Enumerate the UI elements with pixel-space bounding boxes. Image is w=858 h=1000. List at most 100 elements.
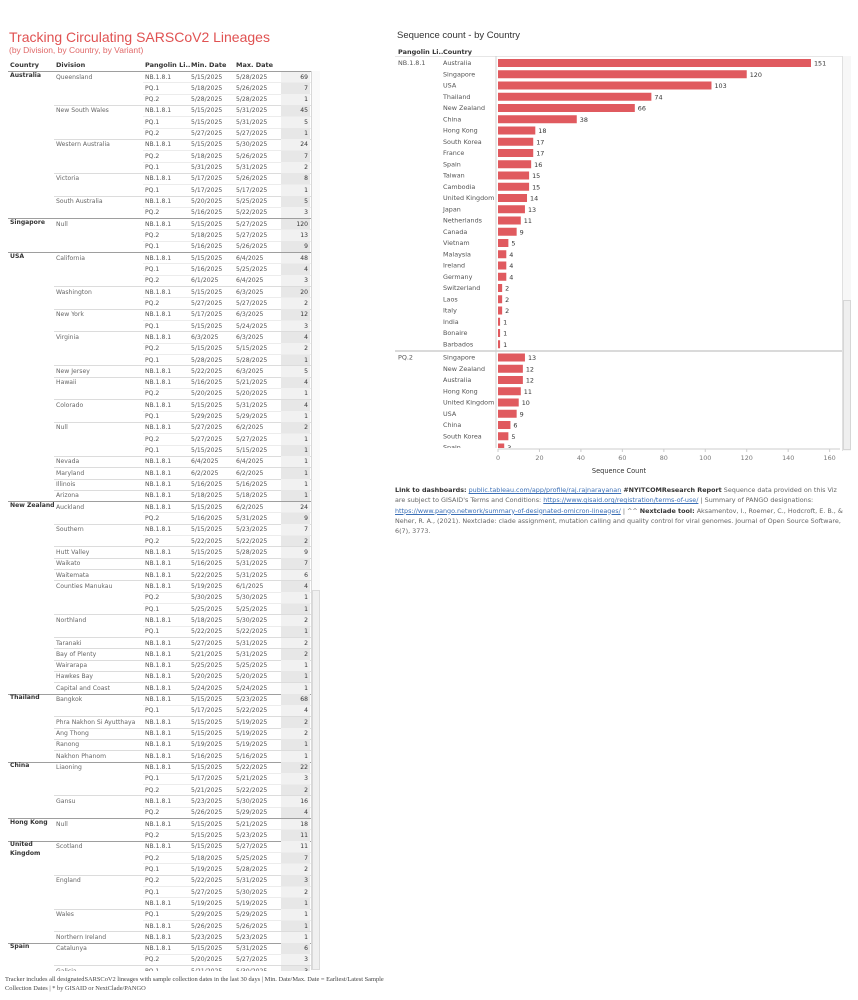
lineage-cell[interactable]: PQ.2: [145, 514, 160, 522]
division-cell[interactable]: Arizona: [56, 492, 79, 500]
count-cell[interactable]: 1: [281, 682, 310, 695]
lineage-cell[interactable]: PQ.2: [145, 831, 160, 839]
division-cell[interactable]: Ang Thong: [56, 730, 89, 738]
min-date-cell[interactable]: 5/16/2025: [191, 514, 223, 522]
col-header-max-date[interactable]: Max. Date: [236, 61, 274, 69]
lineage-cell[interactable]: PQ.2: [145, 130, 160, 138]
lineage-cell[interactable]: NB.1.8.1: [145, 311, 172, 319]
count-cell[interactable]: 48: [281, 252, 310, 264]
division-cell[interactable]: Phra Nakhon Si Ayutthaya: [56, 718, 136, 726]
min-date-cell[interactable]: 5/15/2025: [191, 526, 223, 534]
max-date-cell[interactable]: 5/24/2025: [236, 684, 268, 692]
division-cell[interactable]: New York: [56, 311, 84, 319]
lineage-cell[interactable]: NB.1.8.1: [145, 526, 172, 534]
max-date-cell[interactable]: 6/2/2025: [236, 424, 264, 432]
min-date-cell[interactable]: 5/19/2025: [191, 899, 223, 907]
max-date-cell[interactable]: 5/23/2025: [236, 526, 268, 534]
max-date-cell[interactable]: 5/19/2025: [236, 718, 268, 726]
bar[interactable]: [498, 81, 712, 90]
lineage-cell[interactable]: NB.1.8.1: [145, 492, 172, 500]
lineage-cell[interactable]: NB.1.8.1: [145, 582, 172, 590]
category-label[interactable]: South Korea: [443, 432, 482, 440]
lineage-cell[interactable]: NB.1.8.1: [145, 820, 172, 828]
min-date-cell[interactable]: 5/15/2025: [191, 764, 223, 772]
category-label[interactable]: China: [443, 115, 461, 123]
min-date-cell[interactable]: 5/15/2025: [191, 73, 223, 81]
max-date-cell[interactable]: 5/30/2025: [236, 141, 268, 149]
min-date-cell[interactable]: 5/21/2025: [191, 966, 222, 971]
count-cell[interactable]: 2: [281, 863, 310, 876]
max-date-cell[interactable]: 5/26/2025: [236, 152, 268, 160]
max-date-cell[interactable]: 5/26/2025: [236, 922, 268, 930]
count-cell[interactable]: 2: [281, 297, 310, 310]
count-cell[interactable]: 2: [281, 535, 310, 547]
min-date-cell[interactable]: 5/15/2025: [191, 503, 223, 511]
count-cell[interactable]: 2: [281, 422, 310, 434]
lineage-cell[interactable]: PQ.2: [145, 956, 160, 964]
count-cell[interactable]: 22: [281, 762, 310, 774]
division-cell[interactable]: South Australia: [56, 198, 103, 206]
max-date-cell[interactable]: 5/31/2025: [236, 107, 268, 115]
max-date-cell[interactable]: 5/22/2025: [236, 209, 268, 217]
max-date-cell[interactable]: 5/21/2025: [236, 775, 268, 783]
category-label[interactable]: Switzerland: [443, 284, 480, 292]
lineage-cell[interactable]: PQ.1: [145, 243, 160, 251]
max-date-cell[interactable]: 5/29/2025: [236, 911, 268, 919]
division-cell[interactable]: California: [56, 254, 85, 262]
category-label[interactable]: Singapore: [443, 354, 475, 362]
max-date-cell[interactable]: 6/4/2025: [236, 277, 264, 285]
count-cell[interactable]: 1: [281, 433, 310, 446]
lineage-cell[interactable]: NB.1.8.1: [145, 220, 172, 228]
lineage-cell[interactable]: NB.1.8.1: [145, 797, 172, 805]
division-cell[interactable]: Queensland: [56, 73, 93, 81]
division-cell[interactable]: Colorado: [56, 401, 84, 409]
category-label[interactable]: Hong Kong: [443, 387, 478, 395]
lineage-cell[interactable]: NB.1.8.1: [145, 333, 172, 341]
lineage-cell[interactable]: PQ.1: [145, 164, 160, 172]
max-date-cell[interactable]: 5/30/2025: [236, 594, 268, 602]
lineage-table[interactable]: Australia Queensland NB.1.8.1 5/15/2025 5/28…: [0, 71, 320, 971]
count-cell[interactable]: 7: [281, 852, 310, 864]
min-date-cell[interactable]: 5/22/2025: [191, 628, 223, 636]
bar[interactable]: [498, 160, 532, 169]
max-date-cell[interactable]: 5/31/2025: [236, 514, 268, 522]
max-date-cell[interactable]: 5/15/2025: [236, 345, 268, 353]
lineage-cell[interactable]: NB.1.8.1: [145, 379, 172, 387]
count-cell[interactable]: 1: [281, 388, 310, 400]
bar[interactable]: [498, 443, 505, 452]
max-date-cell[interactable]: 5/28/2025: [236, 865, 268, 873]
min-date-cell[interactable]: 5/17/2025: [191, 311, 223, 319]
lineage-cell[interactable]: NB.1.8.1: [145, 107, 172, 115]
lineage-cell[interactable]: NB.1.8.1: [145, 198, 172, 206]
min-date-cell[interactable]: 5/18/2025: [191, 616, 223, 624]
min-date-cell[interactable]: 5/17/2025: [191, 186, 223, 194]
min-date-cell[interactable]: 5/20/2025: [191, 198, 223, 206]
count-cell[interactable]: 24: [281, 501, 310, 513]
lineage-cell[interactable]: NB.1.8.1: [145, 639, 172, 647]
count-cell[interactable]: 45: [281, 105, 310, 117]
min-date-cell[interactable]: 5/19/2025: [191, 865, 223, 873]
bar[interactable]: [498, 227, 517, 236]
max-date-cell[interactable]: 5/16/2025: [236, 481, 268, 489]
count-cell[interactable]: 9: [281, 241, 310, 253]
division-cell[interactable]: Western Australia: [56, 141, 110, 149]
min-date-cell[interactable]: 5/15/2025: [191, 820, 223, 828]
max-date-cell[interactable]: 5/31/2025: [236, 560, 268, 568]
count-cell[interactable]: 5: [281, 196, 310, 208]
count-cell[interactable]: 1: [281, 897, 310, 910]
count-cell[interactable]: 4: [281, 580, 310, 593]
division-cell[interactable]: Galicia: [56, 966, 77, 971]
count-cell[interactable]: 4: [281, 263, 310, 276]
lineage-cell[interactable]: NB.1.8.1: [145, 141, 172, 149]
max-date-cell[interactable]: 5/23/2025: [236, 831, 268, 839]
max-date-cell[interactable]: 5/19/2025: [236, 899, 268, 907]
category-label[interactable]: China: [443, 421, 461, 429]
max-date-cell[interactable]: 5/27/2025: [236, 220, 268, 228]
lineage-cell[interactable]: PQ.2: [145, 854, 160, 862]
min-date-cell[interactable]: 5/15/2025: [191, 945, 223, 953]
division-cell[interactable]: Liaoning: [56, 764, 82, 772]
min-date-cell[interactable]: 5/19/2025: [191, 582, 223, 590]
division-cell[interactable]: Nakhon Phanom: [56, 752, 107, 760]
bar[interactable]: [498, 409, 517, 418]
max-date-cell[interactable]: 5/21/2025: [236, 379, 268, 387]
